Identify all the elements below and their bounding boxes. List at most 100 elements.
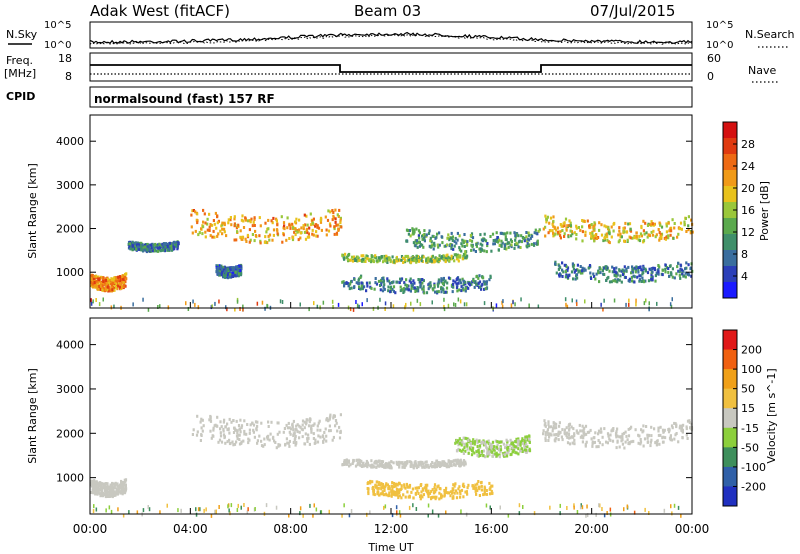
echo-cell xyxy=(667,428,670,432)
echo-cell xyxy=(286,426,289,430)
echo-cell xyxy=(668,229,671,233)
frequency-trace xyxy=(90,64,692,73)
date-title: 07/Jul/2015 xyxy=(590,2,675,20)
echo-cell xyxy=(616,427,619,431)
echo-cell xyxy=(371,465,374,469)
echo-cell xyxy=(303,213,306,217)
echo-cell xyxy=(372,492,375,496)
echo-cell xyxy=(569,221,572,225)
echo-cell xyxy=(398,481,401,485)
echo-cell xyxy=(554,422,557,426)
echo-cell xyxy=(565,227,568,230)
echo-cell xyxy=(515,451,518,455)
echo-cell xyxy=(521,439,524,443)
echo-cell xyxy=(132,243,135,247)
echo-cell xyxy=(137,247,140,251)
echo-cell xyxy=(569,229,572,233)
ground-scatter-cell xyxy=(416,298,419,303)
echo-cell xyxy=(633,275,636,279)
echo-cell xyxy=(133,247,136,251)
echo-cell xyxy=(298,218,301,222)
echo-cell xyxy=(418,278,421,282)
echo-cell xyxy=(597,269,600,273)
echo-cell xyxy=(412,230,415,234)
echo-cell xyxy=(458,442,461,446)
echo-cell xyxy=(360,259,364,263)
echo-cell xyxy=(523,239,526,243)
echo-cell xyxy=(387,258,390,261)
echo-cell xyxy=(499,448,503,452)
echo-cell xyxy=(669,435,672,439)
echo-cell xyxy=(394,493,397,497)
echo-cell xyxy=(586,219,589,223)
echo-cell xyxy=(347,253,350,257)
echo-cell xyxy=(456,491,459,495)
ground-scatter-cell xyxy=(315,507,318,512)
echo-cell xyxy=(222,433,226,437)
echo-cell xyxy=(258,434,261,438)
echo-cell xyxy=(461,244,464,248)
echo-cell xyxy=(108,495,111,498)
echo-cell xyxy=(448,462,451,466)
echo-cell xyxy=(247,441,250,445)
echo-cell xyxy=(306,437,309,441)
echo-cell xyxy=(422,493,425,497)
ground-scatter-cell xyxy=(656,301,658,306)
echo-cell xyxy=(503,451,506,455)
echo-cell xyxy=(310,427,313,431)
ground-scatter-cell xyxy=(645,298,647,303)
noise-search-trace xyxy=(89,34,693,45)
echo-cell xyxy=(670,438,673,442)
echo-cell xyxy=(194,210,197,214)
echo-cell xyxy=(116,279,119,283)
echo-cell xyxy=(388,279,391,283)
echo-cell xyxy=(240,440,243,444)
echo-cell xyxy=(323,431,326,434)
noise-panel-frame xyxy=(89,21,693,49)
echo-cell xyxy=(548,425,551,429)
ground-scatter-cell xyxy=(195,512,198,517)
echo-cell xyxy=(579,429,582,433)
echo-cell xyxy=(288,223,291,227)
ground-scatter-cell xyxy=(595,512,597,517)
echo-cell xyxy=(460,285,463,289)
ground-scatter-cell xyxy=(405,302,407,307)
ground-scatter-cell xyxy=(603,513,606,518)
echo-cell xyxy=(113,276,116,280)
echo-cell xyxy=(437,278,440,282)
echo-cell xyxy=(600,223,603,227)
echo-cell xyxy=(458,459,461,463)
echo-cell xyxy=(121,483,124,487)
ground-scatter-cell xyxy=(210,305,213,310)
echo-cell xyxy=(121,490,124,494)
echo-cell xyxy=(443,490,446,494)
echo-cell xyxy=(606,235,609,239)
echo-cell xyxy=(410,287,413,290)
echo-cell xyxy=(196,414,199,418)
echo-cell xyxy=(386,279,389,283)
echo-cell xyxy=(216,221,219,225)
echo-cell xyxy=(381,462,384,466)
echo-cell xyxy=(338,208,341,212)
echo-cell xyxy=(638,266,641,269)
echo-cell xyxy=(331,209,334,212)
ground-scatter-cell xyxy=(350,509,353,513)
echo-cell xyxy=(585,440,588,444)
echo-cell xyxy=(177,242,180,245)
echo-cell xyxy=(358,463,361,466)
echo-cell xyxy=(360,286,364,290)
echo-cell xyxy=(430,240,433,244)
ground-scatter-cell xyxy=(261,300,264,305)
echo-cell xyxy=(678,227,681,231)
echo-cell xyxy=(333,225,336,229)
ground-scatter-cell xyxy=(93,504,95,509)
ground-scatter-cell xyxy=(177,508,179,513)
ground-scatter-cell xyxy=(489,505,491,510)
echo-cell xyxy=(351,462,354,465)
echo-cell xyxy=(248,228,251,232)
echo-cell xyxy=(190,213,193,217)
echo-cell xyxy=(479,285,482,289)
echo-cell xyxy=(626,238,629,242)
echo-cell xyxy=(302,227,305,231)
echo-cell xyxy=(369,257,372,261)
